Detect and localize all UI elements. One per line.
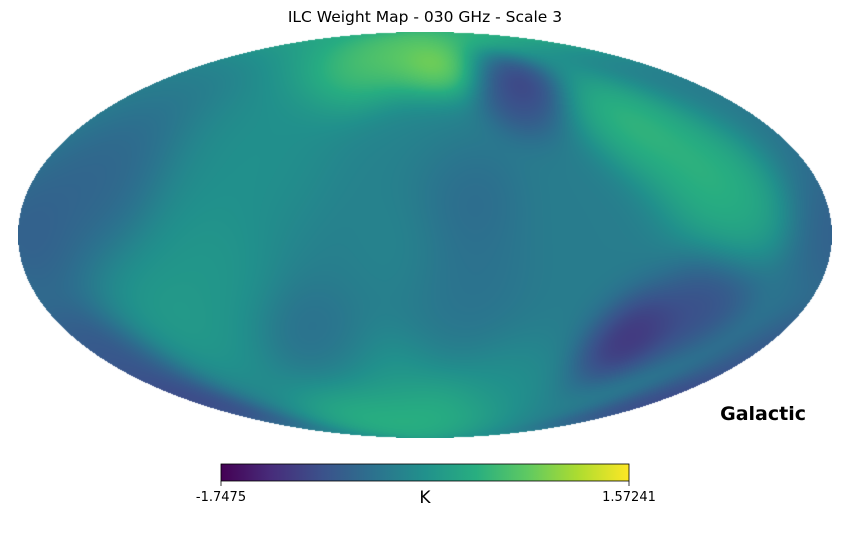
colorbar [220,463,630,482]
mollweide-map-container [18,32,832,438]
colorbar-min-label: -1.7475 [196,490,246,505]
colorbar-max-label: 1.57241 [602,490,656,505]
colorbar-unit-label: K [419,488,431,508]
mollweide-map [18,32,832,438]
chart-title: ILC Weight Map - 030 GHz - Scale 3 [288,8,562,26]
coordinate-system-label: Galactic [720,403,806,425]
